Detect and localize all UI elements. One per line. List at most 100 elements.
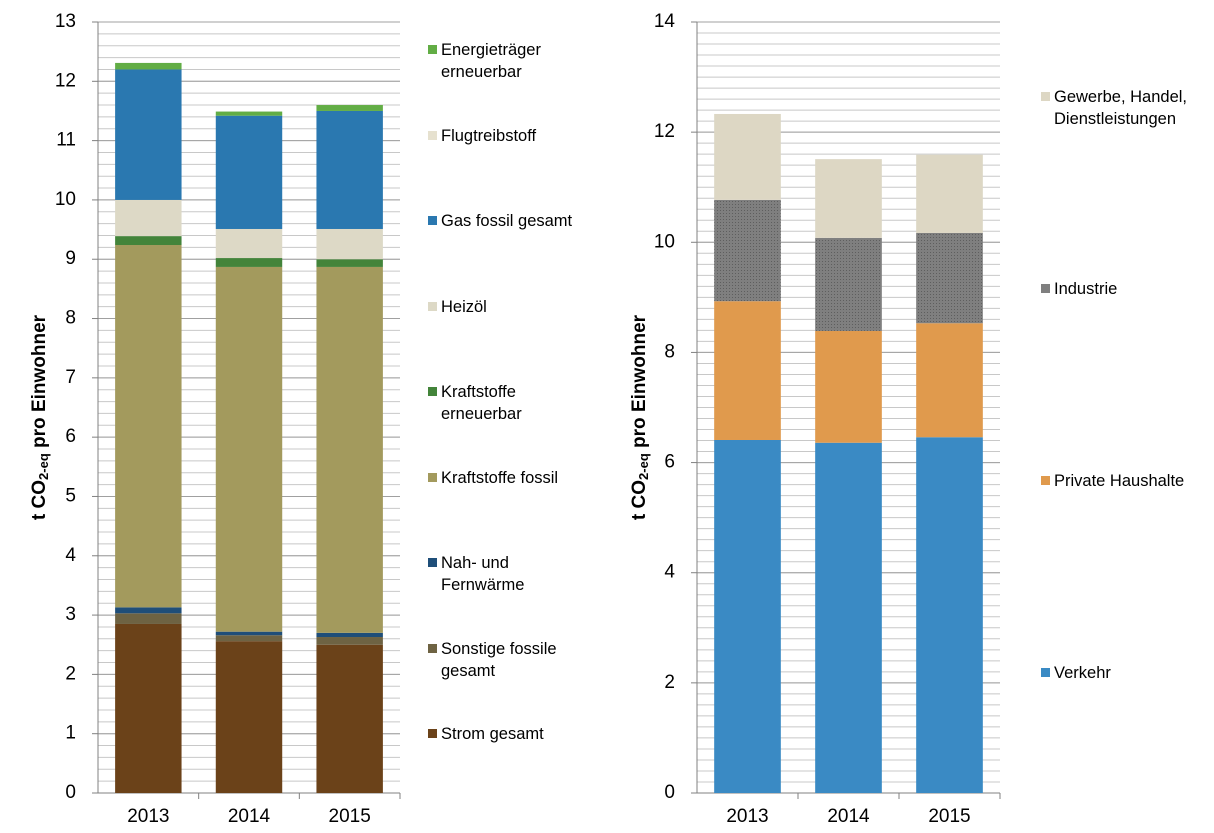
legend-swatch <box>428 729 437 738</box>
legend-label: Gewerbe, Handel, Dienstleistungen <box>1054 88 1187 128</box>
y-axis-label-part: pro Einwohner <box>629 314 650 453</box>
bar-segment <box>916 154 983 233</box>
y-tick-label: 0 <box>65 782 76 803</box>
bar-segment <box>916 232 983 324</box>
y-tick-label: 9 <box>65 248 76 269</box>
y-axis-label-part: pro Einwohner <box>29 314 50 453</box>
bar-segment <box>215 635 283 642</box>
x-tick-label: 2014 <box>228 806 271 827</box>
legend-label: Strom gesamt <box>441 725 544 743</box>
bar-segment <box>115 613 182 624</box>
legend-swatch <box>428 472 437 482</box>
bar-segment <box>815 330 882 443</box>
y-axis-label-part: t CO <box>29 480 50 520</box>
legend-swatch <box>1041 284 1050 293</box>
bar-segment <box>916 323 983 438</box>
bar-segment <box>714 199 781 302</box>
bar-segment <box>215 228 283 259</box>
legend-label: Kraftstoffe erneuerbar <box>441 383 522 423</box>
bar-segment <box>115 236 182 245</box>
legend-label: Sonstige fossile gesamt <box>441 639 557 680</box>
bar-segment <box>115 199 182 237</box>
legend-swatch <box>428 643 437 653</box>
legend-label: Private Haushalte <box>1054 472 1185 490</box>
bar-segment <box>316 637 383 645</box>
legend-item: Verkehr <box>1041 662 1211 684</box>
y-tick-label: 10 <box>654 231 675 252</box>
legend-label: Gas fossil gesamt <box>441 212 573 230</box>
y-tick-label: 2 <box>664 672 675 693</box>
bar-segment <box>815 442 882 793</box>
legend-item: Nah- und Fernwärme <box>428 552 578 596</box>
y-tick-label: 7 <box>65 367 76 388</box>
legend-label: Heizöl <box>441 297 487 316</box>
bar-segment <box>714 113 781 200</box>
y-axis-label-part: t CO <box>629 480 650 520</box>
y-tick-label: 4 <box>664 562 675 583</box>
legend-label: Nah- und Fernwärme <box>441 554 525 594</box>
y-tick-label: 6 <box>664 452 675 473</box>
legend-label: Industrie <box>1054 280 1118 298</box>
y-tick-label: 1 <box>65 723 76 744</box>
legend-swatch <box>428 216 437 225</box>
bar-segment <box>115 244 182 608</box>
bar-segment <box>815 237 882 331</box>
bar-segment <box>215 111 283 116</box>
y-tick-label: 6 <box>65 426 76 447</box>
y-axis-label: t CO2-eq pro Einwohner <box>29 314 51 520</box>
bar-segment <box>316 644 383 793</box>
bar-segment <box>815 159 882 238</box>
bar-segment <box>316 105 383 111</box>
legend-swatch <box>428 558 437 567</box>
legend-label: Kraftstoffe fossil <box>441 468 559 487</box>
x-tick-label: 2013 <box>726 806 768 827</box>
y-tick-label: 2 <box>65 663 76 684</box>
legend-item: Gewerbe, Handel, Dienstleistungen <box>1041 86 1211 130</box>
y-tick-label: 3 <box>65 604 76 625</box>
y-tick-label: 5 <box>65 485 76 506</box>
y-tick-label: 10 <box>55 189 76 210</box>
legend-label: Verkehr <box>1054 664 1111 682</box>
legend-swatch <box>1041 668 1050 677</box>
legend-swatch <box>1041 92 1050 101</box>
y-tick-label: 8 <box>664 341 675 362</box>
legend-label: Flugtreibstoff <box>441 126 537 145</box>
x-tick-label: 2014 <box>827 806 870 827</box>
bar-segment <box>215 266 283 632</box>
bar-segment <box>215 631 283 636</box>
y-tick-label: 4 <box>65 545 76 566</box>
bar-segment <box>714 439 781 793</box>
y-tick-label: 12 <box>55 70 76 91</box>
bar-segment <box>316 266 383 633</box>
y-tick-label: 0 <box>664 782 675 803</box>
bar-segment <box>316 632 383 638</box>
legend-item: Flugtreibstoff <box>428 125 578 147</box>
bar-segment <box>714 301 781 440</box>
bar-segment <box>115 607 182 614</box>
bar-segment <box>215 115 283 229</box>
bar-segment <box>215 641 283 793</box>
legend-item: Gas fossil gesamt <box>428 210 578 232</box>
x-tick-label: 2015 <box>928 806 970 827</box>
legend-item: Sonstige fossile gesamt <box>428 638 578 682</box>
bar-segment <box>115 62 182 70</box>
x-tick-label: 2013 <box>127 806 169 827</box>
y-tick-label: 8 <box>65 308 76 329</box>
x-tick-label: 2015 <box>329 806 371 827</box>
legend-item: Energieträger erneuerbar <box>428 39 578 83</box>
bar-segment <box>115 69 182 200</box>
y-tick-label: 13 <box>55 11 76 32</box>
bar-segment <box>916 437 983 793</box>
bar-segment <box>316 110 383 229</box>
bar-segment <box>316 228 383 260</box>
bar-segment <box>316 259 383 267</box>
y-axis-label: t CO2-eq pro Einwohner <box>629 314 651 520</box>
bar-segment <box>115 623 182 793</box>
legend-item: Kraftstoffe fossil <box>428 467 578 489</box>
legend-swatch <box>1041 476 1050 485</box>
y-axis-label-part: 2-eq <box>36 453 51 480</box>
legend-item: Kraftstoffe erneuerbar <box>428 381 578 425</box>
legend-swatch <box>428 387 437 396</box>
